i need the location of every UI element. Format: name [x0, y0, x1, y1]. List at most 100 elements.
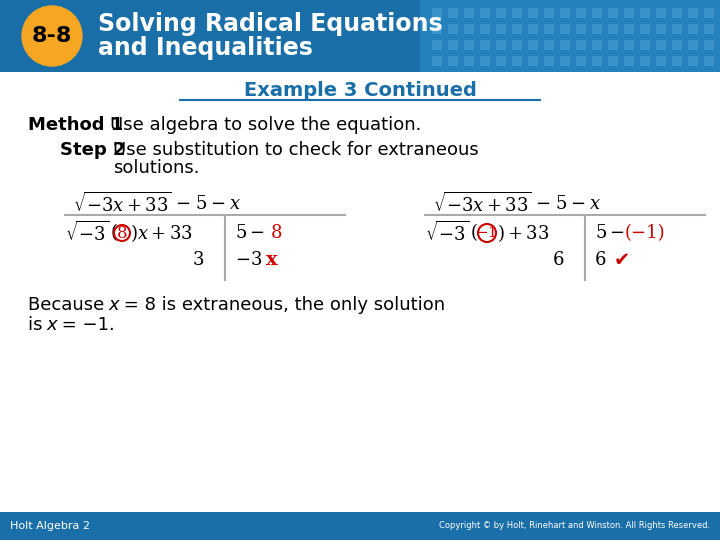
Bar [560, 24, 570, 34]
Bar [656, 40, 666, 50]
Text: 6: 6 [595, 251, 606, 269]
Bar [704, 40, 714, 50]
Text: Holt Algebra 2: Holt Algebra 2 [10, 521, 90, 531]
Bar [576, 40, 586, 50]
Text: (: ( [111, 224, 118, 242]
Bar [512, 40, 522, 50]
Text: 8-8: 8-8 [32, 26, 72, 46]
Bar [448, 56, 458, 66]
Bar [640, 56, 650, 66]
Circle shape [22, 6, 82, 66]
Text: Use algebra to solve the equation.: Use algebra to solve the equation. [110, 116, 421, 134]
Text: Use substitution to check for extraneous: Use substitution to check for extraneous [113, 141, 479, 159]
Bar [640, 40, 650, 50]
Text: x: x [46, 316, 57, 334]
Text: and Inequalities: and Inequalities [98, 36, 313, 60]
Bar [432, 56, 442, 66]
Text: $-\ 5 - x$: $-\ 5 - x$ [175, 195, 241, 213]
Text: $\sqrt{-3x+33}$: $\sqrt{-3x+33}$ [73, 192, 172, 216]
Text: 8: 8 [271, 224, 282, 242]
Bar [672, 24, 682, 34]
Bar [608, 24, 618, 34]
FancyBboxPatch shape [420, 0, 720, 72]
Bar [480, 40, 490, 50]
Bar [640, 8, 650, 18]
Bar [544, 24, 554, 34]
Text: $\sqrt{-3x+33}$: $\sqrt{-3x+33}$ [433, 192, 532, 216]
Bar [512, 24, 522, 34]
Bar [496, 40, 506, 50]
Bar [464, 8, 474, 18]
Text: (: ( [471, 224, 478, 242]
Bar [672, 8, 682, 18]
FancyBboxPatch shape [0, 512, 720, 540]
Bar [608, 40, 618, 50]
Text: 8: 8 [117, 225, 127, 241]
Bar [576, 24, 586, 34]
Bar [560, 56, 570, 66]
Bar [704, 56, 714, 66]
Bar [592, 56, 602, 66]
Text: $-3$: $-3$ [235, 251, 262, 269]
Bar [560, 40, 570, 50]
Text: 3: 3 [192, 251, 204, 269]
Text: $\sqrt{-3}$: $\sqrt{-3}$ [425, 221, 469, 245]
Bar [528, 8, 538, 18]
Text: x: x [266, 251, 278, 269]
Bar [432, 8, 442, 18]
Bar [480, 56, 490, 66]
Text: Because: Because [28, 296, 110, 314]
FancyBboxPatch shape [0, 0, 720, 72]
Bar [688, 8, 698, 18]
Bar [608, 56, 618, 66]
Text: = 8 is extraneous, the only solution: = 8 is extraneous, the only solution [118, 296, 445, 314]
Text: = −1.: = −1. [56, 316, 114, 334]
Bar [656, 8, 666, 18]
Bar [448, 40, 458, 50]
Text: $-\ 5 - x$: $-\ 5 - x$ [535, 195, 601, 213]
Bar [512, 8, 522, 18]
Bar [592, 24, 602, 34]
Bar [464, 56, 474, 66]
Bar [448, 24, 458, 34]
Bar [592, 40, 602, 50]
Bar [624, 56, 634, 66]
Bar [528, 56, 538, 66]
Bar [624, 24, 634, 34]
Bar [496, 8, 506, 18]
Bar [704, 8, 714, 18]
Text: 6: 6 [552, 251, 564, 269]
Bar [528, 24, 538, 34]
Bar [432, 24, 442, 34]
Text: is: is [28, 316, 48, 334]
Text: Example 3 Continued: Example 3 Continued [243, 80, 477, 99]
Circle shape [478, 224, 496, 242]
Bar [656, 24, 666, 34]
Bar [496, 56, 506, 66]
Text: −1: −1 [476, 226, 498, 240]
Bar [656, 56, 666, 66]
Bar [560, 8, 570, 18]
Circle shape [114, 225, 130, 241]
Text: $)+33$: $)+33$ [497, 222, 549, 244]
Text: $5 -$: $5 -$ [595, 224, 625, 242]
Bar [496, 24, 506, 34]
Bar [432, 40, 442, 50]
Bar [448, 8, 458, 18]
Text: $5 -$: $5 -$ [235, 224, 265, 242]
Text: $\sqrt{-3}$: $\sqrt{-3}$ [65, 221, 109, 245]
Bar [704, 24, 714, 34]
Bar [624, 40, 634, 50]
Bar [592, 8, 602, 18]
Bar [528, 40, 538, 50]
Bar [464, 24, 474, 34]
Bar [576, 56, 586, 66]
Text: solutions.: solutions. [113, 159, 199, 177]
Text: x: x [108, 296, 119, 314]
Bar [512, 56, 522, 66]
Text: Copyright © by Holt, Rinehart and Winston. All Rights Reserved.: Copyright © by Holt, Rinehart and Winsto… [439, 522, 710, 530]
Text: Method 1: Method 1 [28, 116, 123, 134]
Bar [464, 40, 474, 50]
Text: $)x+33$: $)x+33$ [130, 222, 193, 244]
Text: Step 2: Step 2 [60, 141, 125, 159]
